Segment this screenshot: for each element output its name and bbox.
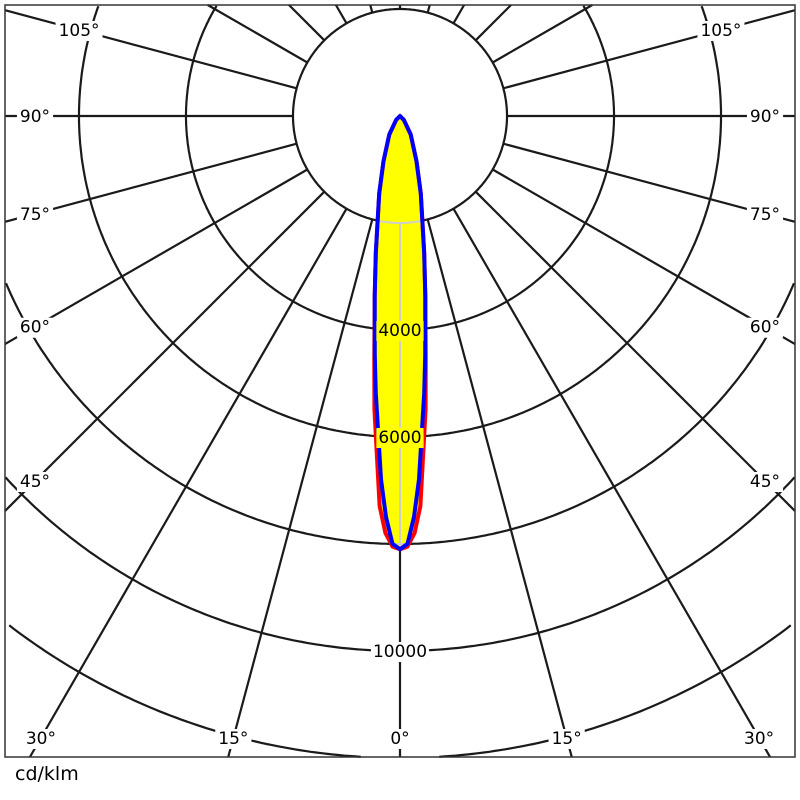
- angle-tick-label: 45°: [20, 472, 50, 492]
- radial-label-bg: [376, 321, 424, 341]
- angle-label-bg: [16, 107, 54, 127]
- angle-tick-label: 15°: [218, 729, 248, 749]
- angle-label-bg: [697, 21, 745, 41]
- angle-tick-label: 60°: [750, 318, 780, 338]
- grid-radial-line: [4, 168, 308, 346]
- grid-radial-line: [369, 4, 374, 13]
- grid-radial-line: [426, 219, 573, 758]
- grid-radial-line: [4, 142, 297, 223]
- radial-tick-label: 10000: [373, 642, 427, 662]
- grid-radial-line: [426, 4, 431, 13]
- grid-radial-line: [492, 4, 593, 64]
- angle-tick-label: 15°: [552, 729, 582, 749]
- angle-label-bg: [16, 317, 54, 338]
- plot-frame: [4, 4, 796, 758]
- angle-label-bg: [16, 472, 54, 492]
- grid-radial-line: [474, 190, 796, 512]
- angle-tick-label: 30°: [26, 729, 56, 749]
- angle-label-bg: [746, 204, 784, 225]
- angle-label-bg: [215, 729, 252, 749]
- angle-label-bg: [548, 729, 585, 749]
- grid-radial-line: [334, 4, 348, 24]
- angle-label-bg: [22, 729, 59, 749]
- radial-label-bg: [370, 642, 430, 662]
- grid-radial-line: [452, 208, 772, 758]
- angle-label-bg: [746, 472, 784, 492]
- unit-label: cd/klm: [15, 763, 79, 785]
- grid-radial-line: [4, 190, 326, 512]
- radial-tick-label: 4000: [378, 321, 421, 341]
- angle-label-bg: [746, 107, 784, 127]
- grid-ring: [8, 624, 792, 758]
- angle-tick-label: 90°: [20, 107, 50, 127]
- angle-tick-label: 0°: [390, 729, 409, 749]
- angle-tick-label: 45°: [750, 472, 780, 492]
- grid-radial-line: [452, 4, 466, 24]
- curve-series-1: [372, 114, 428, 552]
- angle-tick-label: 75°: [750, 205, 780, 225]
- axis-labels: 4000 6000 10000 0° 15° 15° 30° 30° 45° 45° 60° 60° 7…: [16, 21, 784, 749]
- grid-radial-line: [492, 168, 796, 346]
- angle-tick-label: 60°: [20, 318, 50, 338]
- grid-radial-line: [288, 4, 326, 42]
- grid-radial-line: [503, 9, 796, 90]
- grid-radial-line: [207, 4, 308, 64]
- grid-radial-line: [28, 208, 348, 758]
- radial-label-bg: [376, 428, 424, 448]
- grid-radial-line: [227, 219, 374, 758]
- grid-radial-line: [474, 4, 512, 42]
- angle-tick-label: 75°: [20, 205, 50, 225]
- grid-ring: [184, 5, 616, 332]
- angle-tick-label: 30°: [744, 729, 774, 749]
- angle-label-bg: [746, 317, 784, 338]
- grid-radial-line: [503, 142, 796, 223]
- angle-tick-label: 105°: [59, 21, 100, 41]
- angle-label-bg: [741, 729, 778, 749]
- angle-tick-label: 105°: [700, 21, 741, 41]
- angle-label-bg: [387, 729, 413, 749]
- grid-radial-line: [4, 9, 297, 90]
- angle-label-bg: [16, 204, 54, 225]
- grid-inside-beam: [374, 116, 426, 550]
- radial-tick-label: 6000: [378, 428, 421, 448]
- angle-label-bg: [55, 21, 103, 41]
- angle-tick-label: 90°: [750, 107, 780, 127]
